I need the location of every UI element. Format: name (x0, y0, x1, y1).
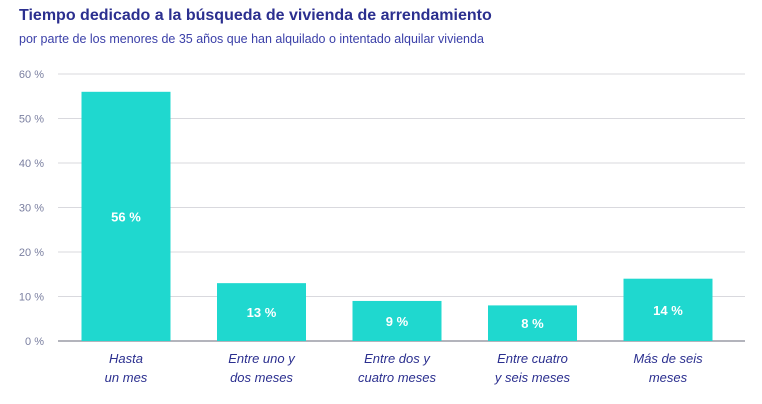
y-tick-label: 30 % (19, 203, 44, 215)
y-tick-label: 50 % (19, 114, 44, 126)
bar-data-label: 13 % (247, 305, 277, 320)
bar (488, 305, 577, 341)
bar (623, 278, 713, 341)
chart-title: Tiempo dedicado a la búsqueda de viviend… (19, 7, 492, 24)
category-label: dos meses (230, 370, 293, 385)
bar-data-label: 56 % (111, 209, 141, 224)
category-label: meses (649, 370, 688, 385)
bar (352, 300, 442, 341)
category-label: Más de seis (633, 351, 703, 366)
category-label: Entre cuatro (497, 351, 568, 366)
bar-data-label: 8 % (521, 316, 544, 331)
bar-data-label: 9 % (386, 314, 409, 329)
y-tick-label: 10 % (19, 292, 44, 304)
bar-data-label: 14 % (653, 303, 683, 318)
category-label: Hasta (109, 351, 143, 366)
chart-subtitle: por parte de los menores de 35 años que … (19, 32, 484, 46)
y-tick-label: 60 % (19, 69, 44, 81)
category-label: cuatro meses (358, 370, 437, 385)
y-tick-label: 0 % (25, 336, 44, 348)
category-label: y seis meses (494, 370, 571, 385)
bar (217, 283, 306, 341)
bar (81, 91, 171, 341)
y-tick-label: 40 % (19, 158, 44, 170)
y-tick-label: 20 % (19, 247, 44, 259)
category-label: Entre uno y (228, 351, 296, 366)
category-label: un mes (105, 370, 148, 385)
category-label: Entre dos y (364, 351, 431, 366)
